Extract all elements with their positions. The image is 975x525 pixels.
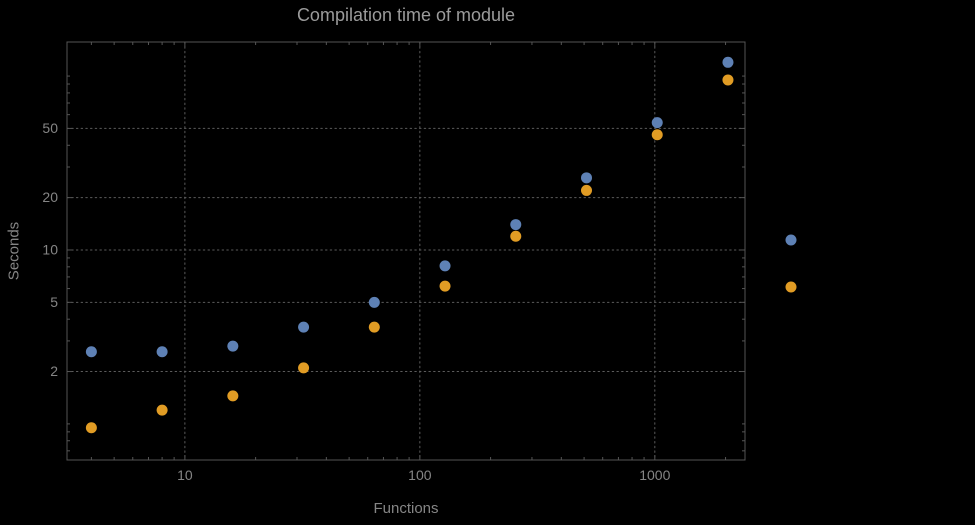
data-point-blue-series (439, 260, 451, 272)
y-tick-label: 20 (42, 189, 58, 205)
data-point-blue-series (156, 346, 168, 358)
x-tick-label: 100 (408, 467, 432, 483)
data-point-blue-series (651, 117, 663, 129)
data-point-orange-series (651, 129, 663, 141)
data-point-orange-series (368, 321, 380, 333)
data-point-orange-series (85, 422, 97, 434)
data-point-blue-series (722, 56, 734, 68)
data-point-orange-series (227, 390, 239, 402)
x-tick-label: 1000 (639, 467, 670, 483)
data-point-orange-series (156, 404, 168, 416)
chart-title: Compilation time of module (296, 5, 516, 25)
data-point-orange-series (722, 74, 734, 86)
data-point-blue-series (581, 172, 593, 184)
data-point-blue-series (368, 296, 380, 308)
data-point-orange-series (510, 230, 522, 242)
legend-marker-blue-series (785, 234, 797, 246)
y-tick-label: 5 (50, 294, 58, 310)
y-axis-label: Seconds (5, 221, 23, 281)
data-point-blue-series (85, 346, 97, 358)
y-tick-label: 2 (50, 363, 58, 379)
x-tick-label: 10 (177, 467, 193, 483)
x-axis-label: Functions (373, 500, 439, 517)
legend-marker-orange-series (785, 281, 797, 293)
y-tick-label: 50 (42, 120, 58, 136)
data-point-blue-series (227, 340, 239, 352)
data-point-orange-series (581, 184, 593, 196)
plot-frame (66, 41, 746, 461)
data-point-blue-series (510, 219, 522, 231)
y-tick-label: 10 (42, 241, 58, 257)
data-point-orange-series (439, 280, 451, 292)
data-point-orange-series (298, 362, 310, 374)
data-point-blue-series (298, 321, 310, 333)
